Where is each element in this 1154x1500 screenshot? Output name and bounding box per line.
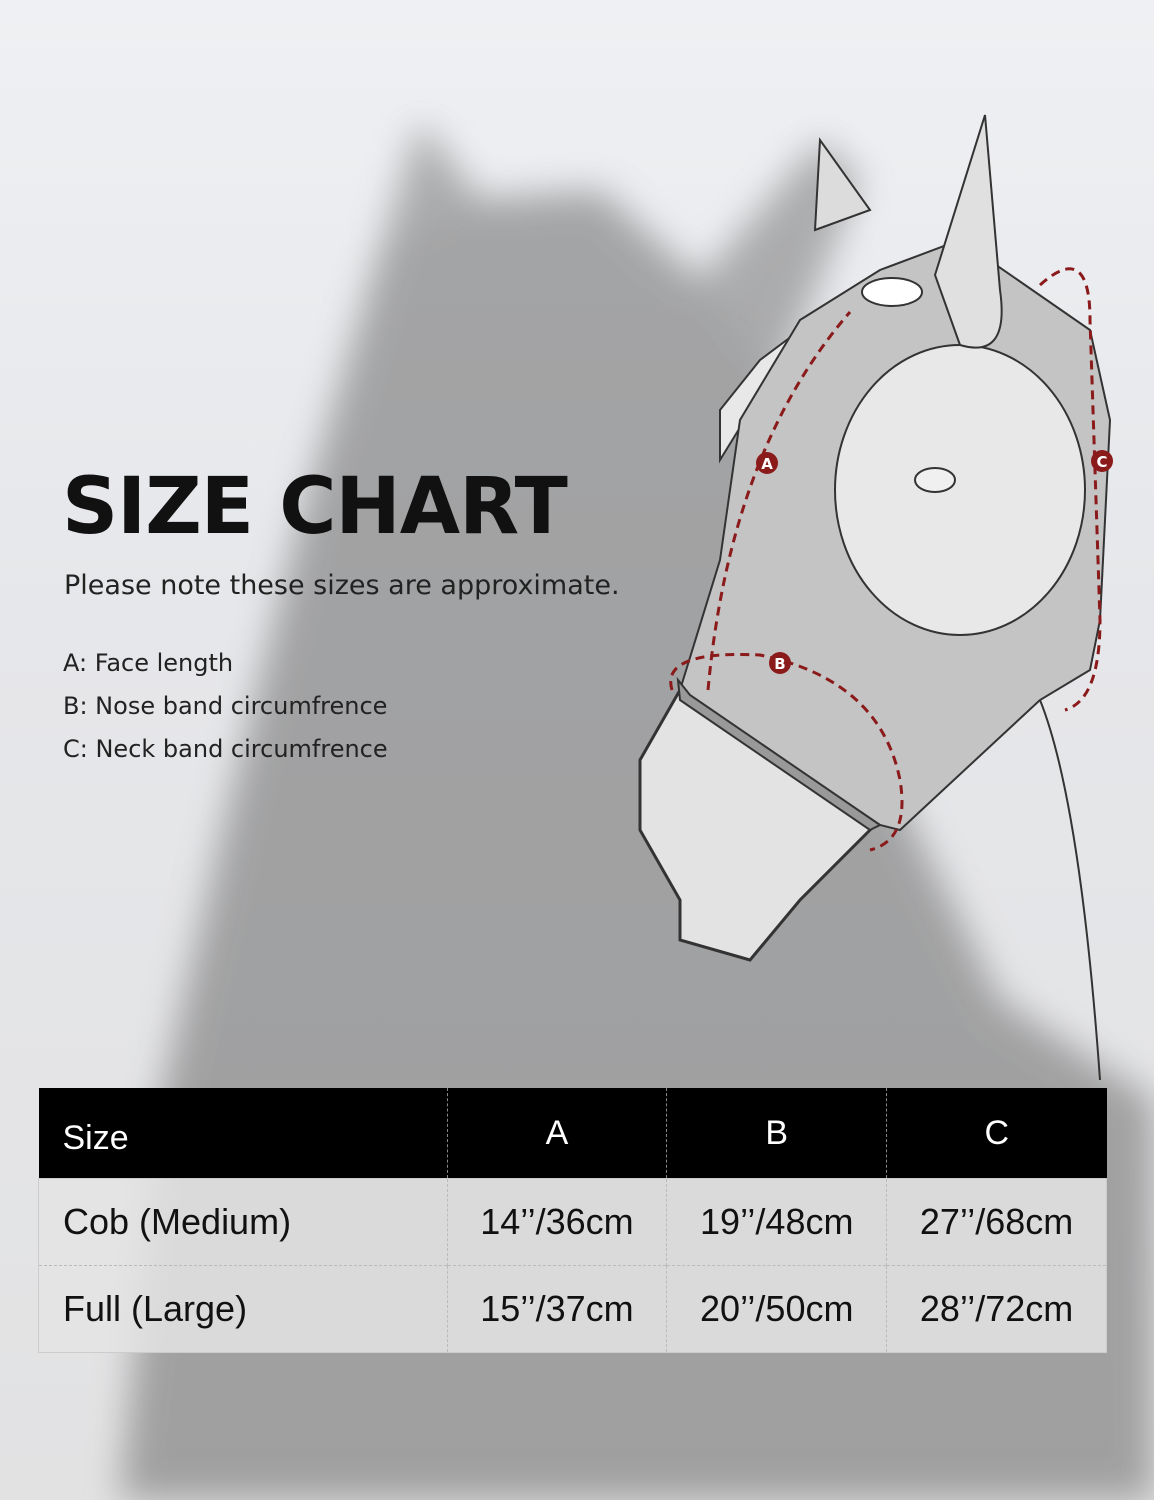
measure-b-line <box>669 652 904 852</box>
nose-band <box>676 676 882 832</box>
label-c: C <box>1091 450 1113 472</box>
value-a: 14’’/36cm <box>446 1178 667 1266</box>
table-row: Full (Large) 15’’/37cm 20’’/50cm 28’’/72… <box>38 1265 1107 1353</box>
value-a: 15’’/37cm <box>446 1265 667 1353</box>
header-c: C <box>886 1088 1107 1179</box>
label-a: A <box>756 452 778 474</box>
svg-text:B: B <box>774 655 785 673</box>
size-name: Cob (Medium) <box>38 1178 447 1266</box>
page-title: SIZE CHART <box>62 462 568 552</box>
value-c: 28’’/72cm <box>886 1265 1107 1353</box>
legend-item-b: B: Nose band circumfrence <box>63 692 388 720</box>
measurement-legend: A: Face length B: Nose band circumfrence… <box>63 642 388 771</box>
svg-text:C: C <box>1096 453 1107 471</box>
header-b: B <box>666 1088 887 1179</box>
header-size: Size <box>38 1088 447 1179</box>
label-b: B <box>769 652 791 674</box>
legend-item-c: C: Neck band circumfrence <box>63 735 388 763</box>
value-b: 19’’/48cm <box>666 1178 887 1266</box>
back-ear <box>813 137 872 232</box>
ear-hole <box>861 277 923 307</box>
legend-item-a: A: Face length <box>63 649 234 677</box>
value-c: 27’’/68cm <box>886 1178 1107 1266</box>
table-header-row: Size A B C <box>38 1088 1107 1179</box>
front-ear <box>933 114 1003 349</box>
eye <box>914 467 956 493</box>
measure-a-line <box>706 311 852 691</box>
table-row: Cob (Medium) 14’’/36cm 19’’/48cm 27’’/68… <box>38 1178 1107 1266</box>
measure-c-line <box>1038 267 1102 712</box>
eye-opening <box>834 344 1086 636</box>
svg-text:A: A <box>761 455 773 473</box>
value-b: 20’’/50cm <box>666 1265 887 1353</box>
approximate-note: Please note these sizes are approximate. <box>64 570 620 601</box>
size-name: Full (Large) <box>38 1265 447 1353</box>
neck-line <box>1039 699 1101 1081</box>
header-a: A <box>446 1088 667 1179</box>
size-table: Size A B C Cob (Medium) 14’’/36cm 19’’/4… <box>38 1088 1107 1353</box>
